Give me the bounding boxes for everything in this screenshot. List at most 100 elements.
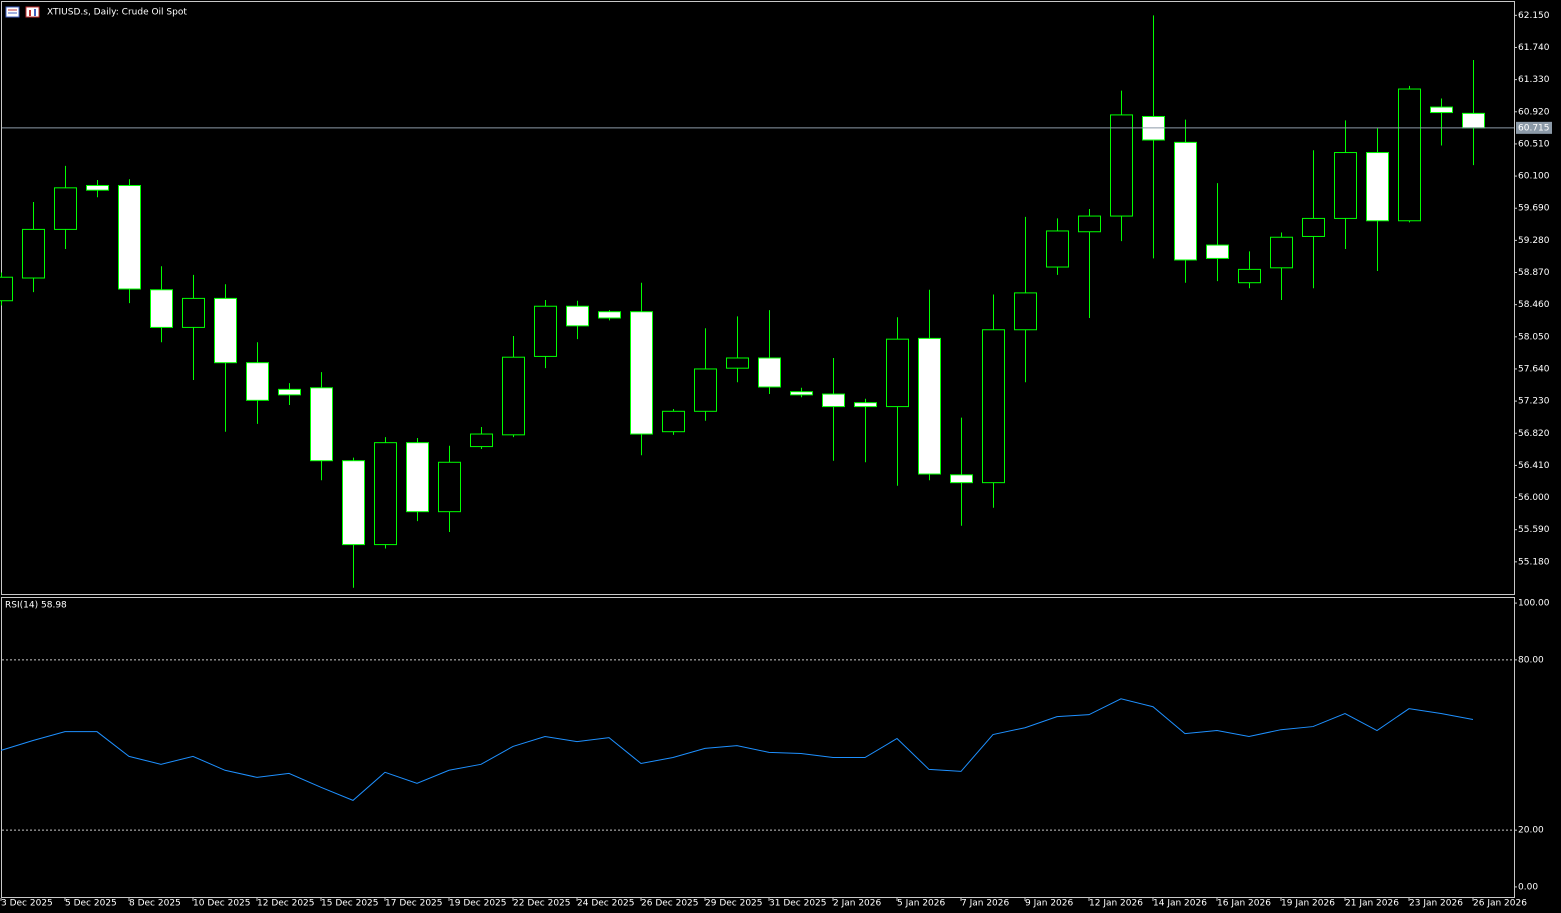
candle-body [598, 311, 621, 319]
candle-body [1046, 230, 1069, 268]
y-tick-label: 60.100 [1518, 172, 1550, 182]
candle-body [1110, 114, 1133, 217]
candle-body [918, 337, 941, 475]
x-tick-label: 19 Dec 2025 [449, 899, 507, 909]
icon-bar [29, 10, 31, 16]
candle-body [1334, 152, 1357, 219]
y-tick-label: 62.150 [1518, 11, 1550, 21]
candle-body [694, 368, 717, 412]
candle-body [374, 442, 397, 546]
rsi-line [0, 698, 1474, 801]
candle-body [790, 391, 813, 396]
x-tick-label: 7 Jan 2026 [961, 899, 1009, 909]
candle-body [182, 297, 205, 328]
y-tick-label: 59.280 [1518, 236, 1550, 246]
x-tick-label: 23 Jan 2026 [1409, 899, 1463, 909]
candle-body [1398, 88, 1421, 222]
candle-body [278, 388, 301, 396]
y-tick-label: 60.920 [1518, 107, 1550, 117]
indicator-value: 58.98 [41, 601, 67, 611]
x-tick-label: 2 Jan 2026 [833, 899, 881, 909]
list-icon[interactable] [5, 6, 20, 18]
y-tick-label: 20.00 [1518, 826, 1544, 836]
y-tick-label: 58.870 [1518, 268, 1550, 278]
x-tick-label: 14 Jan 2026 [1153, 899, 1207, 909]
x-tick-label: 10 Dec 2025 [193, 899, 251, 909]
candle-body [534, 305, 557, 357]
candle-body [886, 338, 909, 408]
candle-body [246, 362, 269, 401]
candle-body [54, 187, 77, 230]
y-tick-label: 56.820 [1518, 429, 1550, 439]
price-label-box [1516, 121, 1552, 134]
y-tick-label: 55.590 [1518, 525, 1550, 535]
price-label: 60.715 [1518, 123, 1550, 133]
y-tick-label: 100.00 [1518, 599, 1550, 609]
chart-title: XTIUSD.s, Daily: Crude Oil Spot [47, 8, 187, 18]
candle-body [342, 460, 365, 546]
candle-body [118, 184, 141, 290]
x-tick-label: 31 Dec 2025 [769, 899, 827, 909]
candle-body [1462, 112, 1485, 129]
candle-body [1206, 244, 1229, 259]
y-tick-label: 0.00 [1518, 882, 1538, 892]
candle-body [982, 329, 1005, 484]
x-tick-label: 5 Dec 2025 [65, 899, 117, 909]
y-tick-label: 57.230 [1518, 397, 1550, 407]
x-tick-label: 15 Dec 2025 [321, 899, 379, 909]
x-tick-label: 19 Jan 2026 [1281, 899, 1335, 909]
x-tick-label: 16 Jan 2026 [1217, 899, 1271, 909]
chart-icon[interactable] [25, 6, 40, 18]
rsi-panel-frame [1, 597, 1515, 898]
candle-body [406, 442, 429, 513]
candle-body [1238, 268, 1261, 284]
candle-body [438, 461, 461, 513]
x-tick-label: 22 Dec 2025 [513, 899, 571, 909]
candle-body [150, 289, 173, 328]
candle-body [22, 228, 45, 279]
x-tick-label: 26 Dec 2025 [641, 899, 699, 909]
y-tick-label: 56.410 [1518, 461, 1550, 471]
candle-body [1366, 152, 1389, 222]
x-tick-label: 12 Jan 2026 [1089, 899, 1143, 909]
x-tick-label: 3 Dec 2025 [1, 899, 53, 909]
x-tick-label: 21 Jan 2026 [1345, 899, 1399, 909]
candle-body [1014, 292, 1037, 331]
candle-body [1078, 215, 1101, 233]
candle-body [662, 410, 685, 433]
candle-body [1430, 106, 1453, 114]
candle-body [566, 305, 589, 327]
x-tick-label: 9 Jan 2026 [1025, 899, 1073, 909]
header-icons[interactable] [5, 6, 40, 18]
x-tick-label: 24 Dec 2025 [577, 899, 635, 909]
y-tick-label: 80.00 [1518, 655, 1544, 665]
y-tick-label: 55.180 [1518, 557, 1550, 567]
indicator-name: RSI(14) [5, 601, 38, 611]
x-tick-label: 12 Dec 2025 [257, 899, 315, 909]
y-tick-label: 59.690 [1518, 204, 1550, 214]
x-tick-label: 26 Jan 2026 [1473, 899, 1527, 909]
candle-body [950, 474, 973, 484]
candle-body [1270, 236, 1293, 269]
x-tick-label: 5 Jan 2026 [897, 899, 945, 909]
candle-body [758, 357, 781, 388]
x-tick-label: 29 Dec 2025 [705, 899, 763, 909]
y-tick-label: 61.330 [1518, 75, 1550, 85]
y-tick-label: 56.000 [1518, 493, 1550, 503]
candle-body [630, 311, 653, 435]
candle-body [822, 393, 845, 408]
y-tick-label: 61.740 [1518, 43, 1550, 53]
y-tick-label: 60.510 [1518, 139, 1550, 149]
y-tick-label: 58.050 [1518, 332, 1550, 342]
candle-body [310, 387, 333, 462]
candle-body [214, 297, 237, 364]
candle-body [502, 356, 525, 436]
x-tick-label: 17 Dec 2025 [385, 899, 443, 909]
candle-body [0, 276, 13, 302]
candle-body [1174, 141, 1197, 261]
candle-body [470, 433, 493, 448]
candle-body [854, 402, 877, 408]
x-tick-label: 8 Dec 2025 [129, 899, 181, 909]
